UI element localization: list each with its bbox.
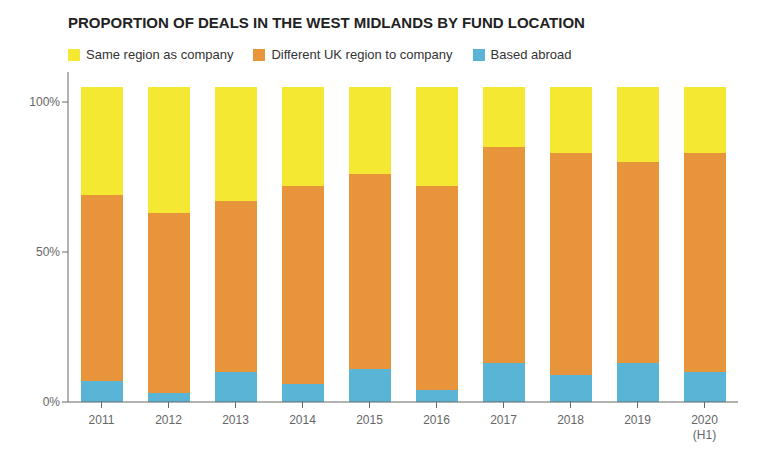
html-text:Based abroad: Based abroad	[490, 47, 572, 62]
svg-text:2014: 2014	[289, 413, 316, 427]
svg-text:2020(H1): 2020(H1)	[691, 413, 718, 442]
html-text:Same region as company: Same region as company	[86, 47, 234, 62]
svg-text:2019: 2019	[624, 413, 651, 427]
svg-text:0%: 0%	[43, 395, 61, 409]
svg-text:50%: 50%	[36, 245, 60, 259]
svg-text:2011: 2011	[89, 413, 115, 427]
svg-text:2017: 2017	[490, 413, 517, 427]
svg-text:100%: 100%	[29, 95, 60, 109]
html-text:Different UK region to company: Different UK region to company	[271, 47, 453, 62]
svg-text:2015: 2015	[356, 413, 383, 427]
svg-text:2012: 2012	[155, 413, 182, 427]
svg-text:2016: 2016	[423, 413, 450, 427]
svg-text:2013: 2013	[222, 413, 249, 427]
svg-text:2018: 2018	[557, 413, 584, 427]
html-text:PROPORTION OF DEALS IN THE WES: PROPORTION OF DEALS IN THE WEST MIDLANDS…	[68, 14, 585, 31]
